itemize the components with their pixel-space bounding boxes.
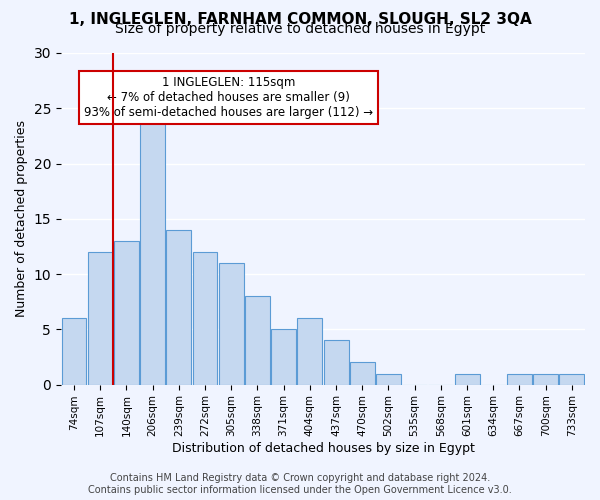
Bar — [245, 296, 270, 384]
Text: 1, INGLEGLEN, FARNHAM COMMON, SLOUGH, SL2 3QA: 1, INGLEGLEN, FARNHAM COMMON, SLOUGH, SL… — [68, 12, 532, 28]
Bar — [350, 362, 375, 384]
Bar — [323, 340, 349, 384]
Y-axis label: Number of detached properties: Number of detached properties — [15, 120, 28, 318]
Bar — [455, 374, 479, 384]
Bar — [166, 230, 191, 384]
Bar — [219, 263, 244, 384]
Bar — [114, 241, 139, 384]
Text: Size of property relative to detached houses in Egypt: Size of property relative to detached ho… — [115, 22, 485, 36]
Bar — [298, 318, 322, 384]
Bar — [271, 330, 296, 384]
Bar — [507, 374, 532, 384]
Bar — [140, 108, 165, 384]
Text: 1 INGLEGLEN: 115sqm
← 7% of detached houses are smaller (9)
93% of semi-detached: 1 INGLEGLEN: 115sqm ← 7% of detached hou… — [84, 76, 373, 119]
Bar — [533, 374, 558, 384]
Bar — [62, 318, 86, 384]
Bar — [376, 374, 401, 384]
Text: Contains HM Land Registry data © Crown copyright and database right 2024.
Contai: Contains HM Land Registry data © Crown c… — [88, 474, 512, 495]
X-axis label: Distribution of detached houses by size in Egypt: Distribution of detached houses by size … — [172, 442, 475, 455]
Bar — [193, 252, 217, 384]
Bar — [559, 374, 584, 384]
Bar — [88, 252, 113, 384]
